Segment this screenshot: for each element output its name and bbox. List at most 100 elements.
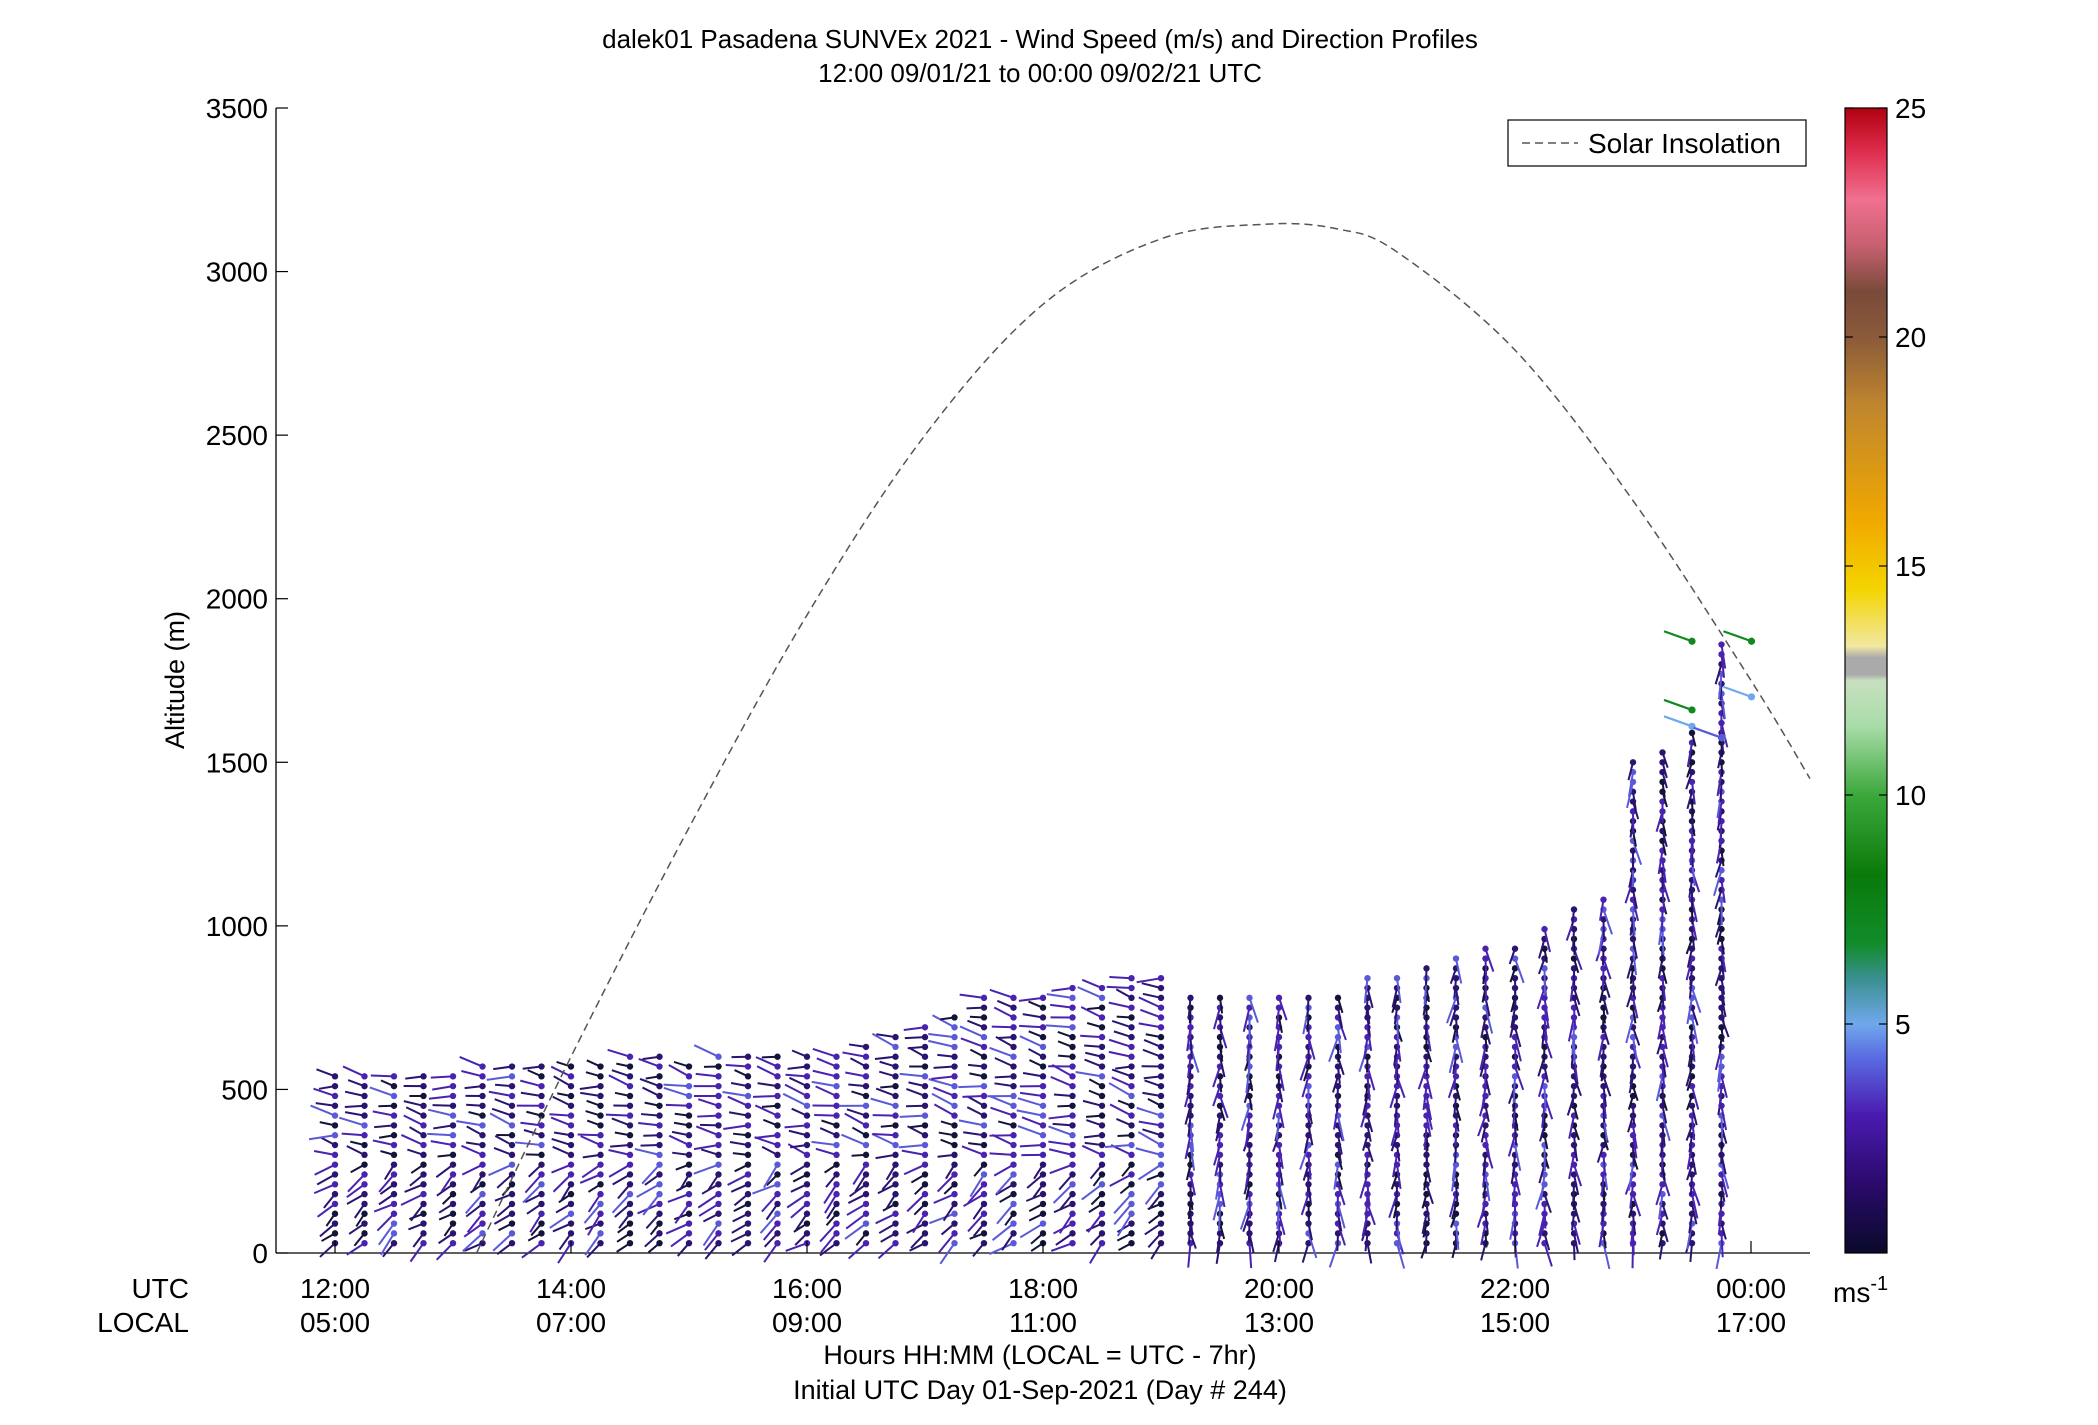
wind-barb-dot — [1482, 1210, 1489, 1217]
wind-barb-dot — [361, 1210, 368, 1217]
wind-barb-staff — [378, 1173, 395, 1193]
wind-barb-dot — [1128, 1141, 1135, 1149]
x-tick-label-local-2: 09:00 — [772, 1307, 842, 1338]
wind-barb-dot — [538, 1210, 545, 1217]
wind-barb-dot — [331, 1122, 339, 1129]
wind-barb-staff — [1691, 830, 1695, 855]
x-tick-label-local-3: 11:00 — [1009, 1307, 1077, 1338]
wind-barb-dot — [1069, 1043, 1076, 1051]
wind-barb-staff — [967, 1183, 985, 1204]
wind-barb-staff — [1016, 1109, 1044, 1117]
wind-barb-staff — [314, 1163, 336, 1176]
wind-barb-staff — [1514, 1144, 1522, 1172]
wind-barb-staff — [1301, 1076, 1310, 1098]
wind-barb-dot — [1511, 945, 1519, 952]
wind-barb-staff — [1448, 1193, 1457, 1218]
wind-barb-dot — [420, 1132, 427, 1139]
wind-barb-staff — [782, 1092, 808, 1107]
wind-barb-dot — [862, 1200, 870, 1208]
wind-barb-staff — [1392, 1154, 1398, 1178]
wind-barb-staff — [645, 1213, 661, 1229]
wind-barb-staff — [960, 1037, 985, 1048]
wind-barb-dot — [833, 1210, 840, 1217]
wind-barb-dot — [1069, 1210, 1076, 1217]
wind-barb-staff — [1573, 1007, 1577, 1030]
wind-barb-staff — [1602, 1086, 1607, 1107]
wind-barb-staff — [1240, 1105, 1251, 1131]
wind-barb-dot — [331, 1092, 339, 1100]
wind-barb-dot — [420, 1141, 427, 1149]
wind-barb-dot — [508, 1151, 516, 1159]
wind-barb-dot — [951, 1033, 958, 1041]
wind-barb-staff — [1479, 1056, 1487, 1077]
wind-barb-dot — [803, 1102, 811, 1109]
wind-barb-staff — [1104, 1144, 1132, 1148]
wind-barb-dot — [538, 1073, 545, 1080]
wind-barb-staff — [1141, 982, 1162, 989]
wind-barb-staff — [403, 1114, 424, 1127]
wind-barb-staff — [1278, 1223, 1282, 1247]
wind-barb-staff — [1602, 1076, 1612, 1097]
wind-barb-dot — [744, 1200, 752, 1208]
wind-barb-staff — [1337, 1183, 1346, 1206]
wind-barb-staff — [1624, 879, 1634, 904]
wind-barb-staff — [899, 1114, 926, 1118]
wind-barb-staff — [901, 1149, 926, 1156]
wind-barb-staff — [1136, 977, 1162, 984]
x-row-label-local: LOCAL — [97, 1307, 189, 1338]
wind-barb-staff — [557, 1242, 572, 1264]
wind-barb-staff — [845, 1212, 867, 1230]
wind-barb-dot — [921, 1190, 929, 1198]
wind-barb-dot — [1039, 1112, 1047, 1119]
wind-barb-staff — [785, 1073, 808, 1078]
wind-barb-dot — [833, 1102, 840, 1109]
wind-barb-dot — [685, 1220, 693, 1227]
wind-barb-dot — [331, 1210, 339, 1217]
wind-barb-dot — [420, 1082, 427, 1090]
wind-barb-dot — [774, 1171, 781, 1178]
wind-barb-staff — [1717, 1066, 1723, 1092]
wind-barb-staff — [1001, 1232, 1015, 1251]
wind-barb-dot — [921, 1239, 929, 1247]
wind-barb-dot — [862, 1112, 870, 1119]
wind-barb-staff — [520, 1121, 542, 1127]
x-tick-label-local-4: 13:00 — [1244, 1307, 1314, 1338]
wind-barb-staff — [849, 1183, 867, 1198]
wind-barb-dot — [1069, 994, 1076, 1002]
wind-barb-dot — [331, 1171, 339, 1178]
y-axis-label: Altitude (m) — [160, 611, 190, 749]
wind-barb-staff — [410, 1203, 425, 1222]
wind-barb-dot — [656, 1181, 663, 1188]
wind-barb-staff — [1507, 1134, 1516, 1157]
wind-barb-dot — [951, 1161, 958, 1168]
wind-barb-dot — [774, 1151, 781, 1159]
wind-barb-staff — [1714, 663, 1723, 685]
wind-barb-staff — [1655, 1184, 1664, 1206]
wind-barb-staff — [524, 1173, 543, 1194]
wind-barb-dot — [1010, 1063, 1017, 1070]
wind-barb-dot — [744, 1230, 752, 1237]
wind-barb-staff — [1087, 1213, 1103, 1233]
wind-barb-dot — [744, 1161, 752, 1168]
wind-barb-dot — [1069, 1122, 1076, 1129]
wind-barb-dot — [744, 1122, 752, 1129]
wind-barb-dot — [951, 1220, 958, 1227]
wind-barb-staff — [1052, 1183, 1074, 1204]
wind-barb-staff — [1720, 644, 1727, 669]
wind-barb-staff — [1111, 1076, 1132, 1088]
wind-barb-staff — [1017, 1097, 1044, 1107]
wind-barb-dot — [1069, 1102, 1076, 1109]
wind-barb-dot — [921, 1063, 929, 1070]
wind-barb-staff — [404, 1183, 424, 1193]
wind-barb-dot — [1216, 1102, 1224, 1109]
wind-barb-dot — [921, 1053, 929, 1060]
colorbar-unit-label: ms-1 — [1833, 1273, 1888, 1308]
wind-barb-dot — [1570, 1171, 1578, 1178]
wind-barb-dot — [361, 1239, 368, 1247]
wind-barb-dot — [420, 1112, 427, 1119]
wind-barb-staff — [1512, 1105, 1516, 1129]
wind-barb-staff — [989, 1152, 1014, 1156]
wind-barb-staff — [790, 1203, 808, 1219]
wind-barb-dot — [1600, 1082, 1607, 1090]
wind-barb-dot — [508, 1112, 516, 1119]
